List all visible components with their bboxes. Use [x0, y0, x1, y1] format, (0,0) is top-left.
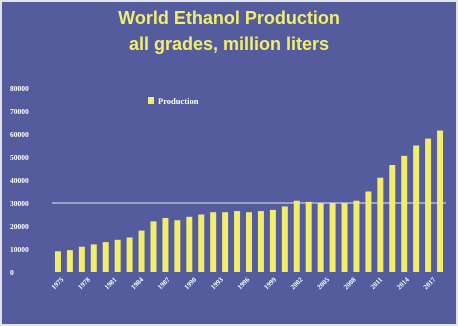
- chart-title: World Ethanol Production: [118, 8, 340, 28]
- x-tick-label: 1987: [156, 275, 172, 291]
- bar: [54, 251, 61, 272]
- chart-subtitle: all grades, million liters: [128, 34, 330, 54]
- x-tick-label: 1996: [236, 275, 252, 291]
- bar: [234, 211, 241, 272]
- y-tick-label: 20000: [10, 222, 29, 231]
- bar: [269, 209, 276, 272]
- x-tick-label: 2008: [342, 275, 358, 291]
- y-tick-label: 50000: [10, 153, 29, 162]
- bar: [138, 230, 145, 272]
- bar: [162, 217, 169, 272]
- y-tick-label: 0: [10, 268, 14, 277]
- y-axis-ticks: 0 10000 20000 30000 40000 50000 60000 70000 8000…: [10, 84, 29, 277]
- x-tick-label: 1999: [262, 275, 278, 291]
- x-tick-label: 2011: [369, 275, 385, 291]
- x-tick-label: 2014: [395, 275, 411, 291]
- legend-swatch-production: [148, 97, 154, 104]
- y-tick-label: 80000: [10, 84, 29, 93]
- bar: [222, 212, 229, 272]
- x-tick-label: 2005: [316, 275, 332, 291]
- bar: [102, 242, 109, 272]
- bar: [305, 201, 312, 272]
- y-tick-label: 10000: [10, 245, 29, 254]
- bar: [246, 212, 252, 272]
- bar: [210, 212, 217, 272]
- bar: [174, 220, 181, 272]
- bar: [353, 200, 360, 272]
- bar: [150, 221, 157, 272]
- bar: [126, 237, 133, 272]
- bar: [317, 203, 324, 272]
- bar: [401, 155, 408, 272]
- bar: [281, 206, 288, 272]
- bar: [257, 211, 264, 272]
- bar: [365, 191, 372, 272]
- bar: [437, 130, 444, 272]
- bar: [186, 216, 193, 272]
- bar: [425, 138, 432, 272]
- bar-series-production: [54, 130, 444, 272]
- bar: [90, 244, 97, 272]
- y-tick-label: 70000: [10, 107, 29, 116]
- legend: Production: [148, 96, 199, 106]
- bar: [389, 165, 396, 272]
- bar: [293, 200, 300, 272]
- bar: [198, 214, 205, 272]
- x-axis-ticks: 1975 1978 1981 1984 1987 1990 1993 1996 1999 2002…: [50, 275, 438, 291]
- bar: [114, 239, 121, 272]
- y-tick-label: 40000: [10, 176, 29, 185]
- bar: [66, 250, 73, 272]
- x-tick-label: 2002: [289, 275, 305, 291]
- x-tick-label: 2017: [422, 275, 438, 291]
- bar: [341, 203, 348, 272]
- x-tick-label: 1978: [76, 275, 92, 291]
- legend-label-production: Production: [158, 96, 199, 106]
- bar: [413, 145, 420, 272]
- x-tick-label: 1990: [183, 275, 199, 291]
- bar: [78, 246, 85, 272]
- x-tick-label: 1984: [130, 275, 146, 291]
- y-tick-label: 60000: [10, 130, 29, 139]
- bar: [329, 203, 336, 272]
- x-tick-label: 1993: [209, 275, 225, 291]
- y-tick-label: 30000: [10, 199, 29, 208]
- bar: [377, 177, 384, 272]
- x-tick-label: 1981: [103, 275, 119, 291]
- x-tick-label: 1975: [50, 275, 66, 291]
